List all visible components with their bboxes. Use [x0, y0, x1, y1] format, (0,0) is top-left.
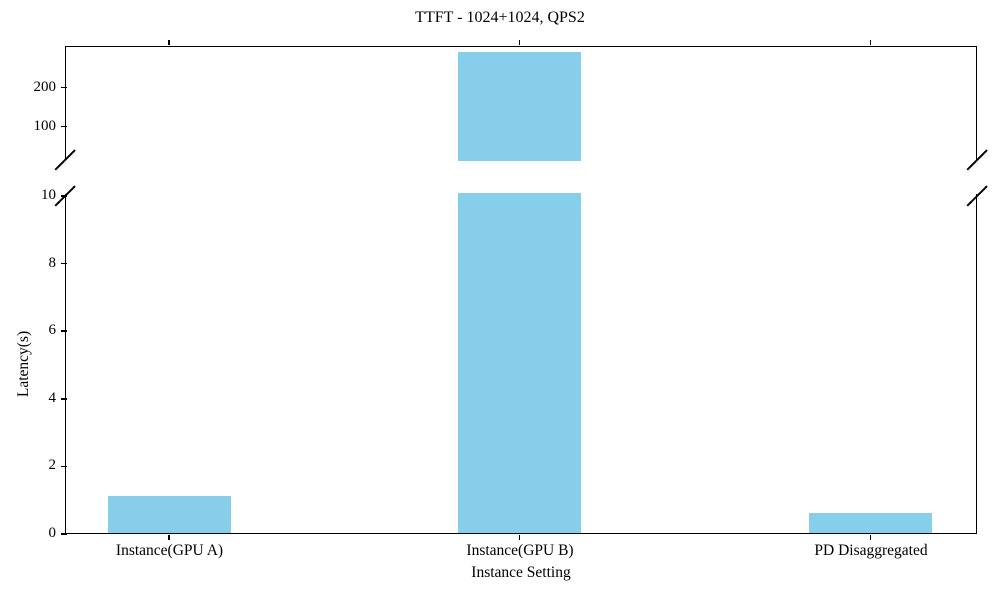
y-tick-mark [61, 262, 67, 265]
x-tick-mark-bottom [168, 534, 170, 540]
y-tick-label: 100 [33, 117, 57, 134]
x-tick-label-instance-gpu-b: Instance(GPU B) [466, 542, 574, 559]
bar-instance-gpu-b-upper [458, 51, 581, 161]
y-tick-label: 2 [48, 457, 57, 474]
x-tick-mark-top [869, 40, 872, 46]
y-tick-label: 0 [48, 524, 57, 541]
x-tick-label-pd-disaggregated: PD Disaggregated [814, 542, 928, 559]
bar-instance-gpu-a [107, 495, 231, 533]
y-tick-mark [61, 330, 67, 332]
x-tick-mark-top [168, 40, 170, 46]
bar-instance-gpu-b [458, 193, 581, 533]
lower-axes-panel: 10 8 6 4 2 0 [41, 187, 977, 540]
y-tick-label: 4 [48, 389, 57, 406]
y-tick-mark [61, 398, 67, 400]
bar-pd-disaggregated [809, 512, 932, 533]
y-tick-mark [61, 465, 67, 468]
x-axis-label: Instance Setting [471, 564, 571, 581]
y-tick-label: 10 [41, 186, 56, 203]
y-tick-label: 6 [48, 322, 57, 339]
y-tick-mark [61, 125, 67, 128]
chart-title: TTFT - 1024+1024, QPS2 [415, 9, 585, 26]
y-tick-label: 200 [33, 78, 57, 95]
x-tick-mark-top [518, 40, 521, 46]
y-tick-mark [61, 195, 67, 197]
y-axis-label: Latency(s) [15, 330, 32, 398]
x-tick-label-instance-gpu-a: Instance(GPU A) [115, 542, 224, 559]
y-tick-label: 8 [48, 254, 57, 271]
upper-axes-panel: 200 100 [34, 40, 977, 161]
y-tick-mark [61, 86, 67, 89]
y-tick-mark [61, 533, 67, 535]
x-tick-mark-bottom [869, 534, 872, 540]
x-tick-mark-bottom [518, 534, 521, 540]
